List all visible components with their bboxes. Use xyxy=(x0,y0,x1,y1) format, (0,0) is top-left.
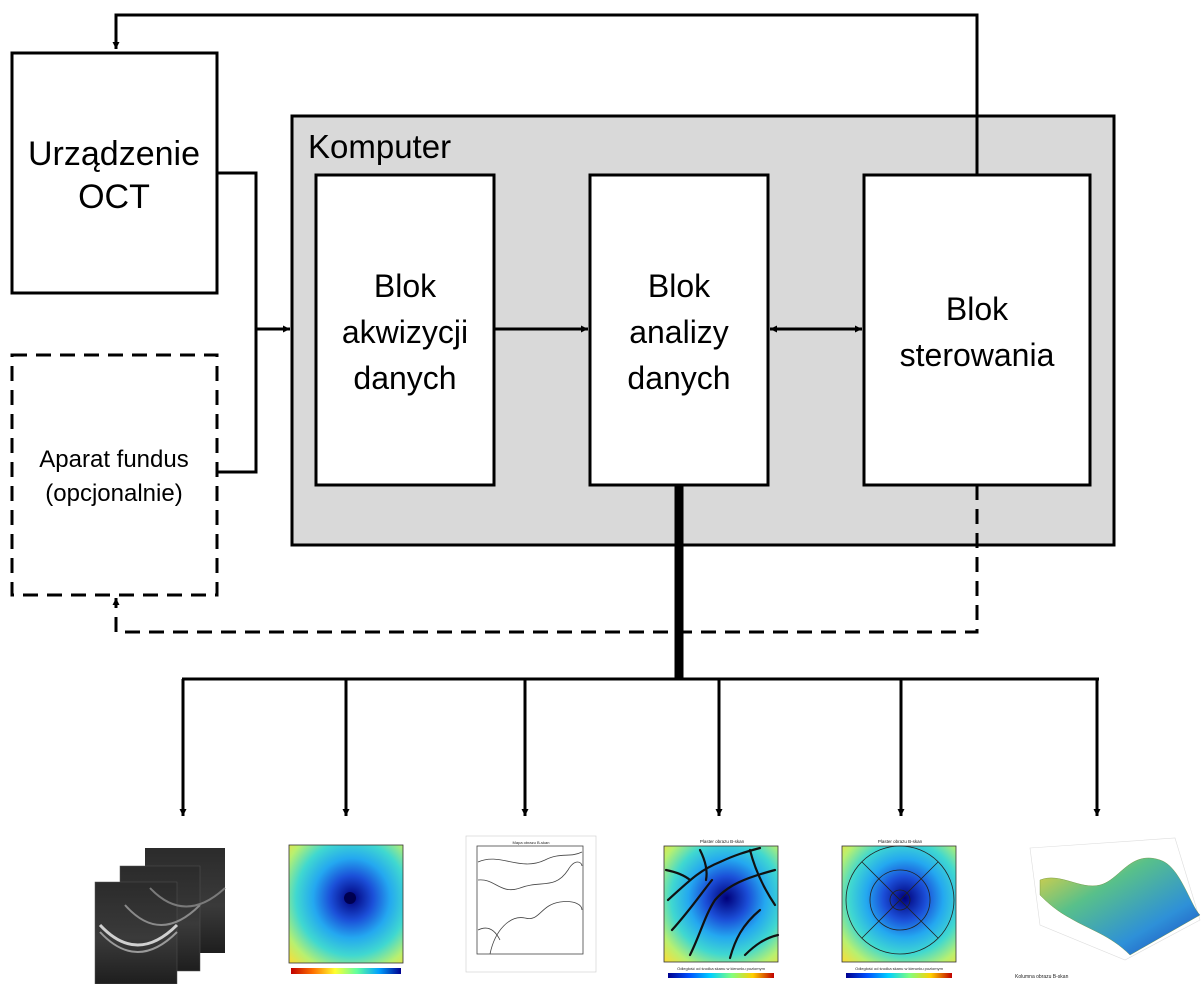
vessel-map-title: Plaster obrazu B-skan xyxy=(700,839,745,844)
fundus-camera-box xyxy=(10,353,219,597)
analysis-label-line2: analizy xyxy=(629,314,729,350)
control-label-line2: sterowania xyxy=(900,337,1055,373)
output-arrows xyxy=(179,679,1101,816)
etdrs-map-xlabel: Odległość od środka skanu w kierunku poz… xyxy=(855,966,943,971)
control-block xyxy=(862,173,1092,487)
analysis-label-line3: danych xyxy=(627,360,730,396)
acquisition-label-line2: akwizycji xyxy=(342,314,468,350)
bscan-stack-thumbnail xyxy=(94,848,226,984)
etdrs-grid-map-thumbnail: Plaster obrazu B-skan Odległość od środk… xyxy=(830,836,974,984)
control-to-fundus-dashed-line xyxy=(112,485,979,634)
control-to-oct-feedback-line xyxy=(112,13,979,175)
control-label-line1: Blok xyxy=(946,291,1009,327)
oct-output-line xyxy=(217,171,258,474)
oct-device-box xyxy=(10,51,219,295)
fundus-label-line1: Aparat fundus xyxy=(39,446,188,473)
fundus-label-line2: (opcjonalnie) xyxy=(45,480,182,507)
surface-xlabel: Kolumna obrazu B-skan xyxy=(1015,974,1069,980)
analysis-label-line1: Blok xyxy=(648,268,711,304)
vessel-map-xlabel: Odległość od środka skanu w kierunku poz… xyxy=(677,966,765,971)
analysis-block xyxy=(588,173,770,487)
thickness-heatmap-thumbnail xyxy=(276,836,416,984)
oct-device-label-line2: OCT xyxy=(78,178,150,216)
contour-map-title: Mapa obrazu B-skan xyxy=(513,840,550,845)
acquisition-label-line1: Blok xyxy=(374,268,437,304)
surface-plot-thumbnail: Kolumna obrazu B-skan xyxy=(1010,834,1203,984)
acquisition-block xyxy=(314,173,496,487)
computer-title: Komputer xyxy=(308,128,451,165)
oct-device-label-line1: Urządzenie xyxy=(28,135,200,173)
etdrs-map-title: Plaster obrazu B-skan xyxy=(878,839,923,844)
vessel-map-thumbnail: Plaster obrazu B-skan Odległość od środk… xyxy=(652,836,796,984)
acquisition-label-line3: danych xyxy=(353,360,456,396)
contour-map-thumbnail: Mapa obrazu B-skan xyxy=(465,835,597,973)
